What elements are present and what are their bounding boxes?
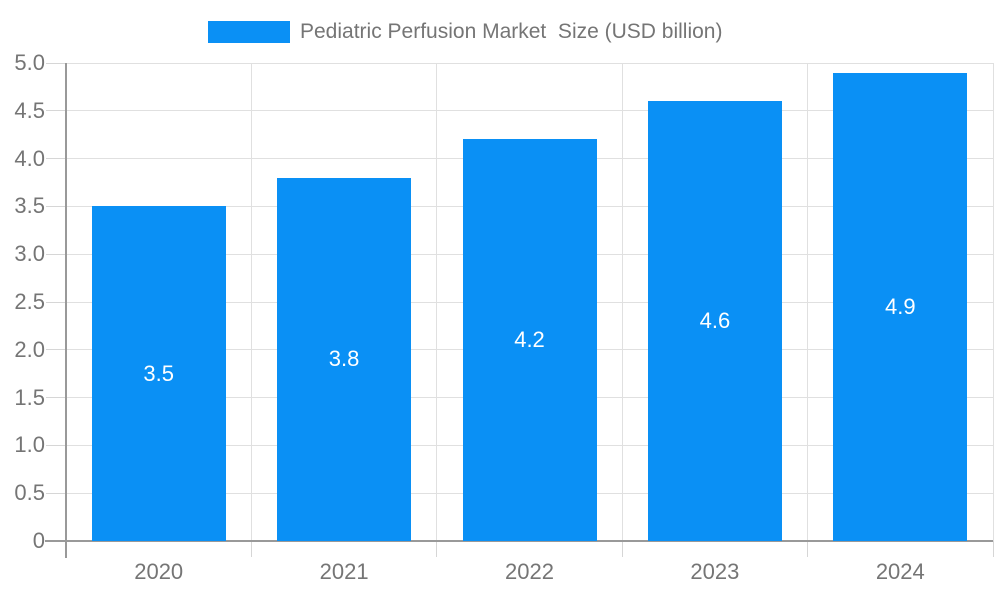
y-axis-tick	[46, 301, 66, 303]
v-gridline	[250, 63, 252, 541]
y-tick-label: 1.5	[14, 384, 45, 410]
y-axis-tick	[46, 397, 66, 399]
v-gridline	[436, 63, 438, 541]
x-tick-label: 2022	[505, 559, 554, 584]
y-tick-label: 2.5	[14, 289, 45, 314]
y-axis-tick	[46, 62, 66, 64]
x-tick-label: 2021	[319, 559, 369, 584]
y-tick-label: 2.0	[14, 336, 45, 362]
bar[interactable]	[462, 139, 597, 541]
y-tick-label: 5.0	[14, 50, 45, 75]
y-tick-label: 3.5	[14, 193, 45, 219]
x-axis-tick	[992, 541, 994, 557]
y-tick-label: 0	[32, 528, 45, 553]
x-tick-label: 2020	[134, 559, 184, 584]
bar-value-label: 4.9	[885, 293, 916, 319]
v-gridline	[807, 63, 809, 541]
bar[interactable]	[277, 177, 412, 541]
y-axis-tick	[46, 444, 66, 446]
y-axis-tick	[46, 205, 66, 207]
x-axis-line	[45, 540, 993, 542]
x-axis-tick	[436, 541, 438, 557]
y-axis-tick	[46, 110, 66, 112]
legend-label[interactable]: Pediatric Perfusion Market Size (USD bil…	[300, 20, 723, 43]
v-gridline	[621, 63, 623, 541]
y-tick-label: 4.0	[14, 145, 45, 171]
x-axis-tick	[250, 541, 252, 557]
h-gridline	[66, 62, 993, 64]
y-axis-tick	[46, 492, 66, 494]
x-tick-label: 2023	[690, 559, 740, 584]
legend[interactable]: Pediatric Perfusion Market Size (USD bil…	[208, 20, 722, 44]
y-axis-tick	[46, 349, 66, 351]
bar[interactable]	[91, 206, 226, 541]
bar-value-label: 3.5	[143, 360, 174, 386]
y-axis-tick	[46, 253, 66, 255]
y-tick-label: 1.0	[14, 432, 45, 458]
bar-value-label: 3.8	[328, 346, 360, 372]
y-tick-label: 3.0	[14, 241, 45, 267]
y-axis-line	[65, 63, 67, 558]
x-axis-tick	[807, 541, 809, 557]
x-tick-label: 2024	[875, 559, 925, 584]
legend-swatch-icon[interactable]	[208, 21, 290, 43]
y-tick-label: 4.5	[14, 97, 45, 123]
x-axis-tick	[621, 541, 623, 557]
bar[interactable]	[833, 72, 968, 541]
v-gridline	[992, 63, 994, 541]
bar-value-label: 4.2	[514, 327, 545, 353]
bar-value-label: 4.6	[699, 308, 731, 334]
h-gridline	[66, 110, 993, 112]
bar[interactable]	[647, 101, 782, 541]
y-tick-label: 0.5	[14, 480, 45, 506]
y-axis-tick	[46, 158, 66, 160]
